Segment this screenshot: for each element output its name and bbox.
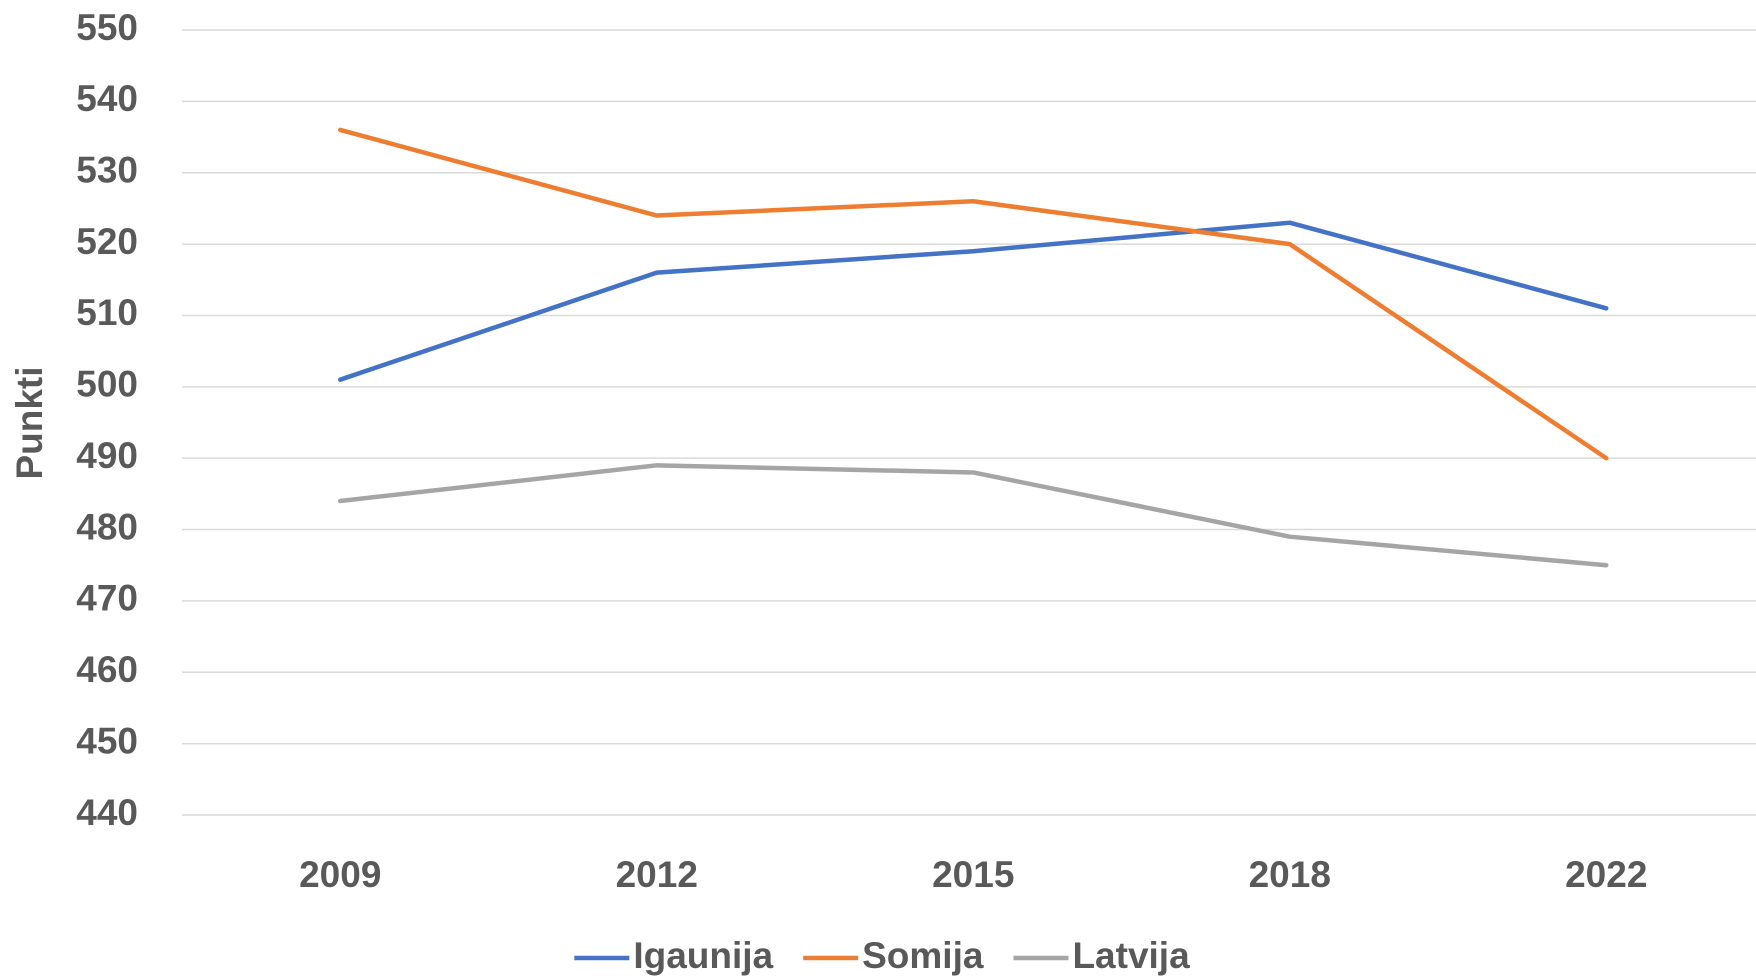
x-tick-label: 2022	[1565, 854, 1647, 895]
y-tick-label: 490	[76, 435, 138, 476]
y-tick-label: 540	[76, 78, 138, 119]
x-tick-label: 2012	[616, 854, 698, 895]
series-line	[338, 220, 1609, 382]
series-line	[338, 463, 1609, 568]
x-tick-label: 2009	[299, 854, 381, 895]
y-tick-label: 520	[76, 221, 138, 262]
y-tick-label: 440	[76, 792, 138, 833]
series-line	[338, 127, 1609, 461]
y-tick-label: 550	[76, 7, 138, 48]
x-tick-label: 2015	[932, 854, 1014, 895]
x-tick-label: 2018	[1249, 854, 1331, 895]
legend-label: Igaunija	[633, 935, 773, 976]
legend-label: Somija	[862, 935, 984, 976]
y-tick-label: 470	[76, 578, 138, 619]
y-tick-label: 500	[76, 364, 138, 405]
y-axis-label: Punkti	[9, 366, 50, 479]
y-tick-label: 460	[76, 649, 138, 690]
legend-label: Latvija	[1072, 935, 1190, 976]
y-tick-label: 480	[76, 506, 138, 547]
y-tick-label: 450	[76, 720, 138, 761]
y-tick-label: 510	[76, 292, 138, 333]
y-tick-label: 530	[76, 150, 138, 191]
